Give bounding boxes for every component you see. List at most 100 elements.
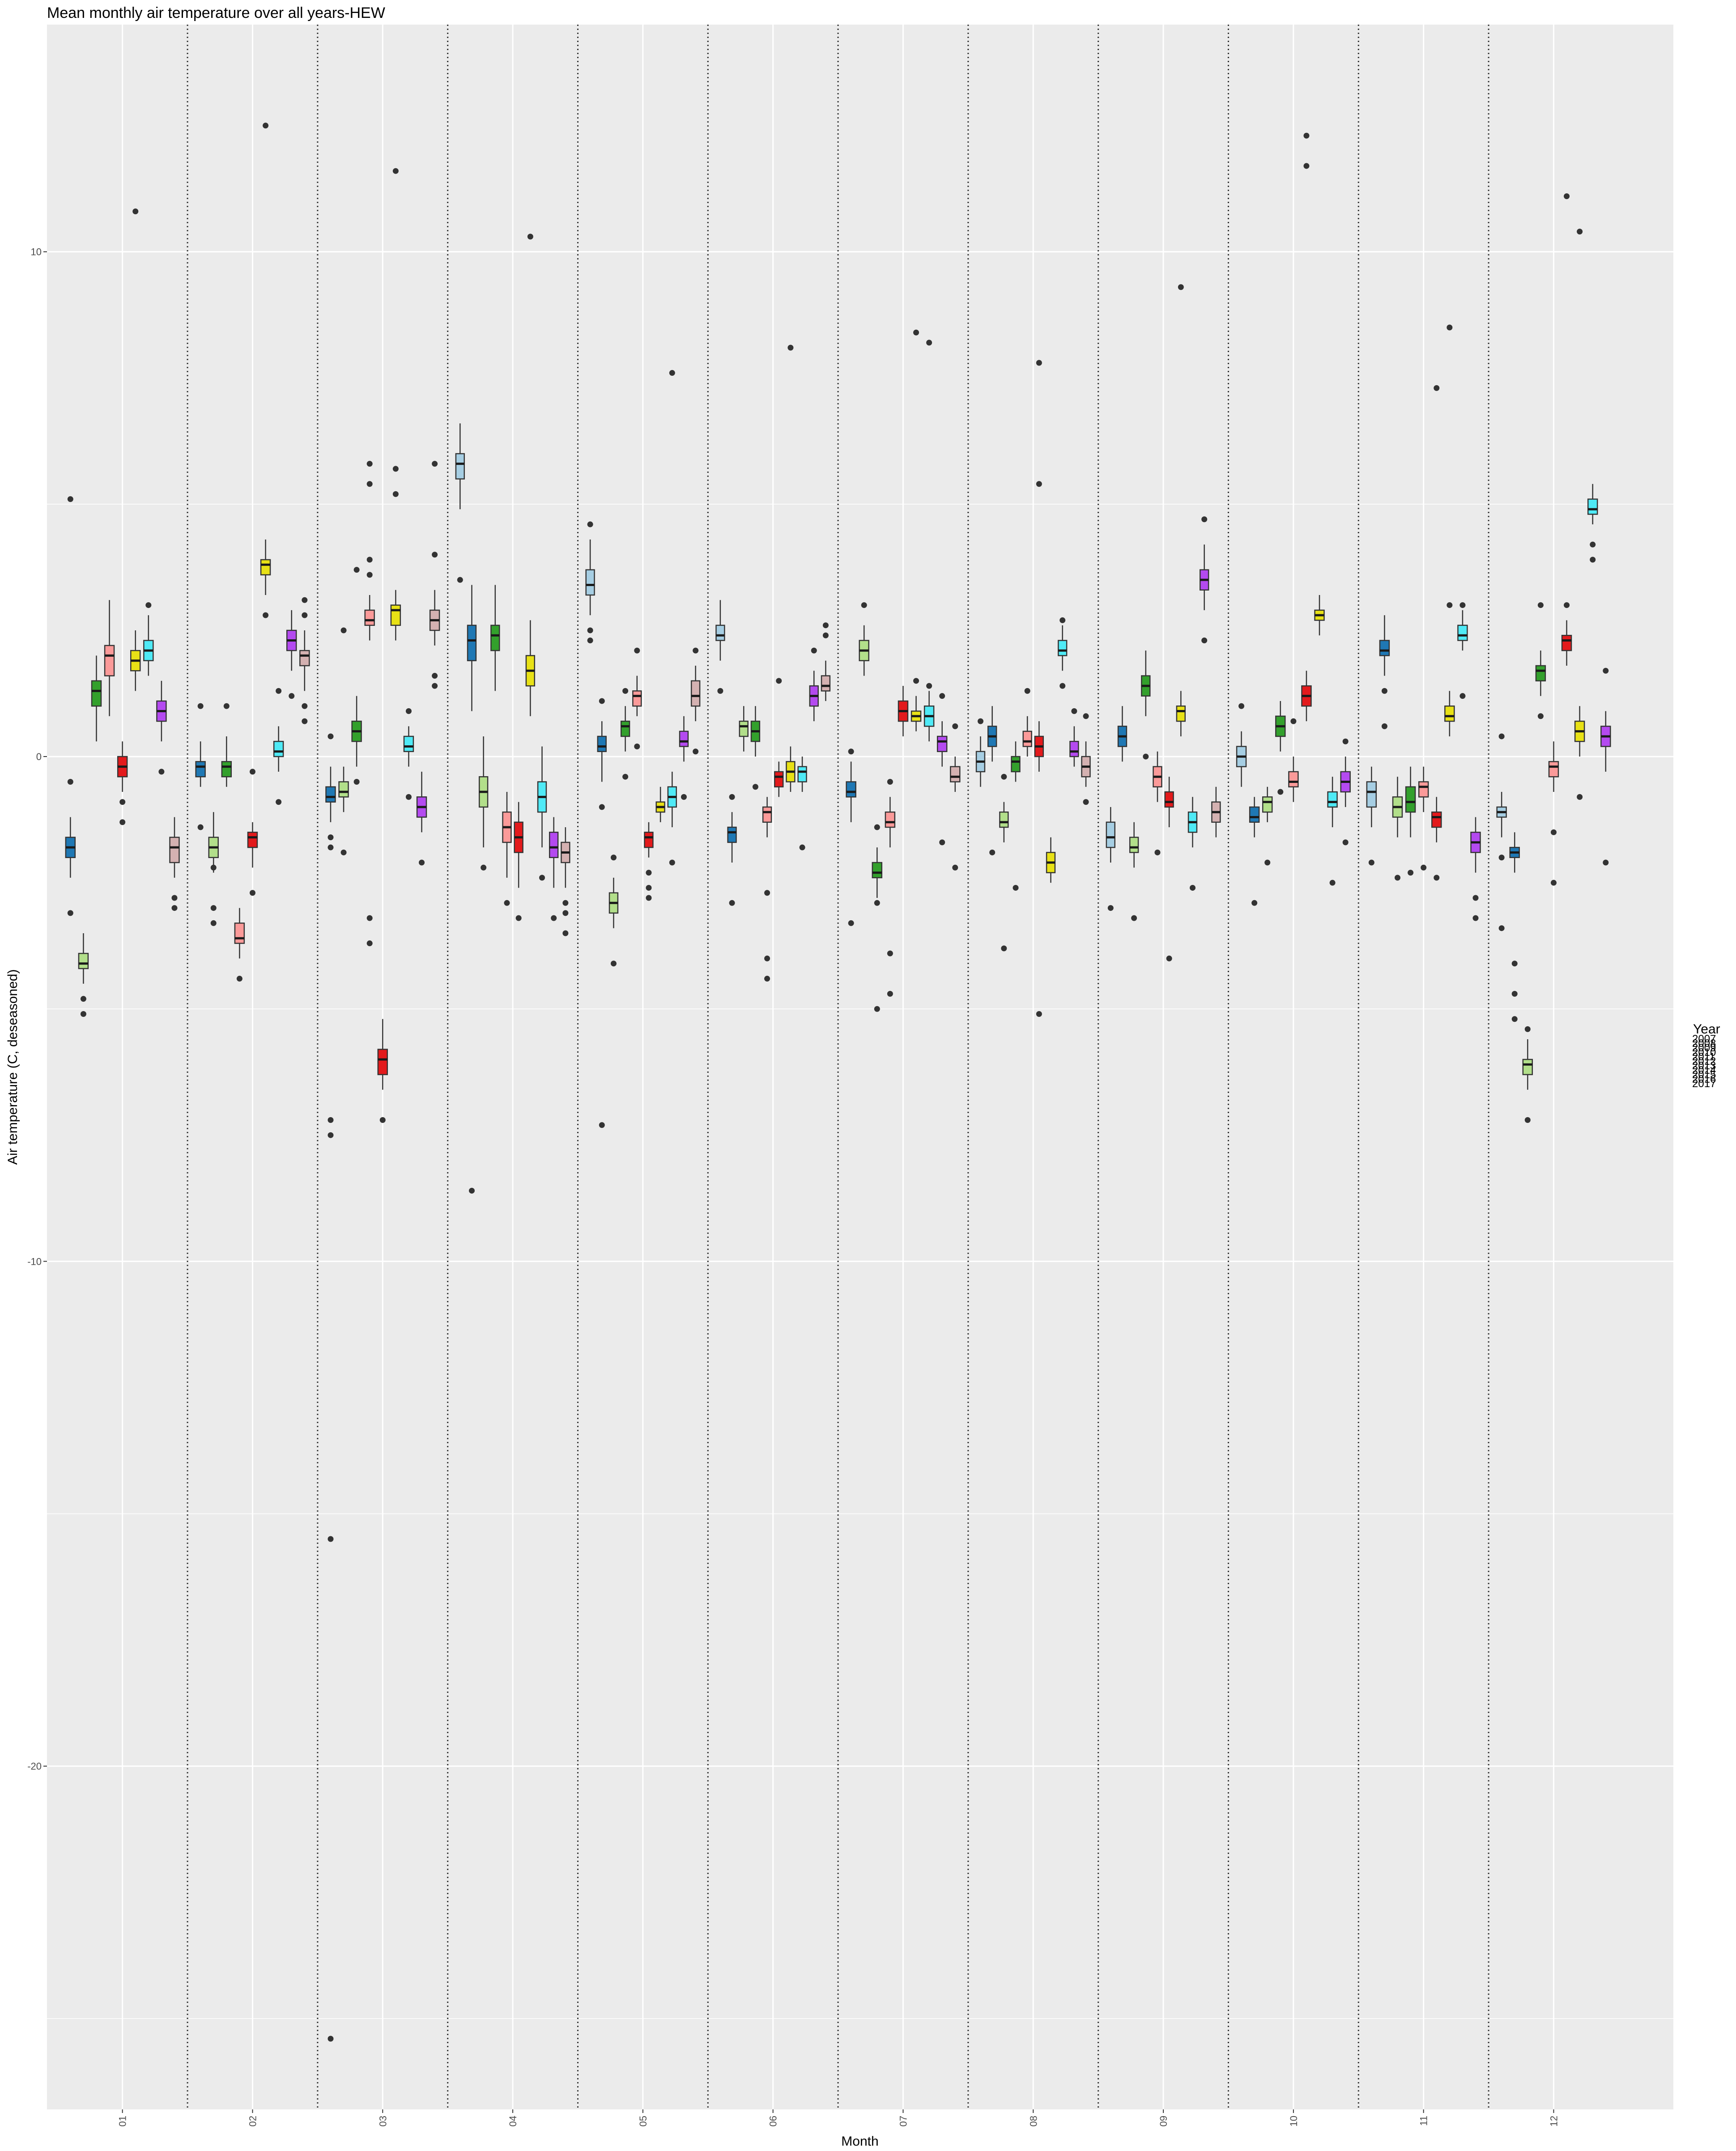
iqr-box <box>950 766 961 782</box>
outlier-point <box>119 819 126 825</box>
outlier-point <box>223 703 230 709</box>
iqr-box <box>1561 635 1572 651</box>
legend-label-2010: 2010 <box>1692 1046 1716 1058</box>
iqr-box <box>364 609 375 626</box>
box-03-2013 <box>390 168 401 641</box>
outlier-point <box>340 849 347 855</box>
outlier-point <box>764 890 770 896</box>
box-10-2015 <box>1340 738 1351 846</box>
outlier-point <box>1131 915 1137 921</box>
box-09-2011 <box>1153 751 1162 855</box>
outlier-point <box>1277 789 1284 795</box>
outlier-point <box>1459 602 1466 608</box>
outlier-point <box>861 602 867 608</box>
box-02-2013 <box>260 123 271 618</box>
outlier-point <box>1178 284 1184 290</box>
outlier-point <box>302 612 308 618</box>
box-07-2013 <box>911 329 922 731</box>
iqr-box <box>1366 781 1377 808</box>
box-04-2012 <box>514 802 523 921</box>
outlier-point <box>1434 385 1440 391</box>
outlier-point <box>1408 870 1414 876</box>
legend-title: Year <box>1693 1022 1720 1037</box>
box-09-2015 <box>1199 516 1209 644</box>
outlier-point <box>1564 193 1570 200</box>
outlier-point <box>197 824 204 830</box>
outlier-point <box>913 678 919 684</box>
outlier-point <box>1368 859 1374 866</box>
box-12-2007 <box>1496 733 1507 931</box>
outlier-point <box>729 900 735 906</box>
outlier-point <box>776 678 782 684</box>
outlier-point <box>328 1132 334 1138</box>
outlier-point <box>599 804 605 810</box>
iqr-box <box>1249 806 1260 823</box>
box-01-2011 <box>104 600 115 716</box>
box-09-2009 <box>1129 822 1139 921</box>
box-05-2010 <box>620 688 630 780</box>
box-01-2008 <box>65 496 76 916</box>
outlier-point <box>1603 859 1609 866</box>
outlier-point <box>392 168 399 174</box>
iqr-box <box>715 625 725 641</box>
x-tick-label: 06 <box>768 2116 779 2126</box>
box-04-2007 <box>455 423 465 583</box>
outlier-point <box>646 870 652 876</box>
box-02-2016 <box>299 597 310 724</box>
outlier-point <box>366 915 373 921</box>
box-01-2015 <box>156 680 167 775</box>
outlier-point <box>504 900 510 906</box>
outlier-point <box>952 723 958 729</box>
box-03-2012 <box>377 1019 388 1123</box>
axes: 01 02 03 04 05 06 07 08 09 10 11 12 10 0 -10 -20 <box>27 247 1559 2127</box>
box-01-2012 <box>117 741 128 825</box>
box-03-2014 <box>403 708 414 800</box>
outlier-point <box>1001 945 1007 952</box>
outlier-point <box>952 864 958 871</box>
outlier-point <box>249 890 255 896</box>
box-07-2014 <box>923 340 935 742</box>
outlier-point <box>1498 733 1505 740</box>
iqr-box <box>299 650 310 667</box>
iqr-box <box>597 735 607 752</box>
outlier-point <box>1603 667 1609 674</box>
box-01-2014 <box>143 602 154 676</box>
x-tick-label: 09 <box>1158 2116 1169 2126</box>
outlier-point <box>1524 1117 1531 1123</box>
outlier-point <box>1303 163 1310 169</box>
outlier-point <box>926 340 932 346</box>
outlier-point <box>276 688 282 694</box>
box-11-2012 <box>1431 385 1442 881</box>
box-07-2012 <box>898 686 909 736</box>
outlier-point <box>1472 915 1479 921</box>
box-08-2013 <box>1046 837 1056 883</box>
legend-label-2017: 2017 <box>1692 1078 1716 1090</box>
outlier-point <box>328 834 334 841</box>
box-03-2011 <box>364 461 375 947</box>
outlier-point <box>1143 753 1149 760</box>
box-04-2008 <box>467 585 477 1194</box>
x-tick-label: 05 <box>638 2116 649 2126</box>
outlier-point <box>562 930 569 936</box>
outlier-point <box>787 344 794 351</box>
outlier-point <box>1154 849 1161 855</box>
outlier-point <box>562 900 569 906</box>
box-07-2010 <box>872 824 883 1012</box>
box-05-2008 <box>597 698 607 1128</box>
outlier-point <box>939 839 945 846</box>
iqr-box <box>247 832 258 848</box>
box-01-2016 <box>169 817 180 911</box>
box-03-2015 <box>416 771 427 866</box>
x-tick-label: 12 <box>1548 2116 1559 2126</box>
outlier-point <box>236 976 243 982</box>
outlier-point <box>634 744 640 750</box>
box-11-2009 <box>1392 777 1403 881</box>
box-03-2010 <box>351 567 362 785</box>
iqr-box <box>739 720 749 737</box>
box-02-2009 <box>208 812 219 926</box>
box-09-2014 <box>1187 797 1198 891</box>
box-05-2016 <box>690 647 701 755</box>
legend-label-2015: 2015 <box>1692 1069 1716 1081</box>
outlier-point <box>67 910 73 916</box>
outlier-point <box>80 1011 86 1017</box>
